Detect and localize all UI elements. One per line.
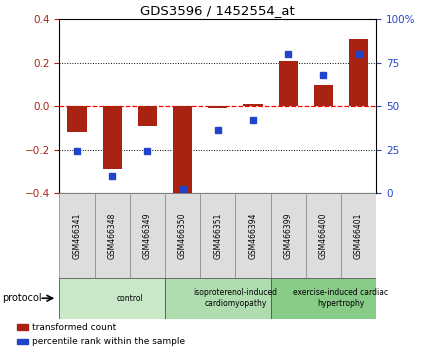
- Bar: [103, 106, 122, 169]
- Bar: [243, 104, 263, 106]
- Text: GSM466401: GSM466401: [354, 212, 363, 259]
- Text: GSM466399: GSM466399: [284, 212, 293, 259]
- FancyBboxPatch shape: [130, 193, 165, 278]
- Text: control: control: [117, 294, 143, 303]
- Text: transformed count: transformed count: [32, 323, 116, 332]
- FancyBboxPatch shape: [235, 193, 271, 278]
- Bar: [138, 106, 157, 126]
- FancyBboxPatch shape: [200, 193, 235, 278]
- Text: GSM466341: GSM466341: [73, 212, 81, 259]
- FancyBboxPatch shape: [271, 193, 306, 278]
- FancyBboxPatch shape: [341, 193, 376, 278]
- FancyBboxPatch shape: [165, 193, 200, 278]
- Bar: [349, 39, 368, 106]
- Bar: [67, 106, 87, 132]
- Bar: [314, 85, 333, 106]
- FancyBboxPatch shape: [165, 278, 271, 319]
- Text: GSM466349: GSM466349: [143, 212, 152, 259]
- Bar: [279, 61, 298, 106]
- Text: GSM466351: GSM466351: [213, 212, 222, 259]
- Bar: [173, 106, 192, 195]
- Text: exercise-induced cardiac
hypertrophy: exercise-induced cardiac hypertrophy: [293, 288, 389, 308]
- Text: GSM466394: GSM466394: [249, 212, 257, 259]
- Title: GDS3596 / 1452554_at: GDS3596 / 1452554_at: [140, 4, 295, 17]
- Bar: [17, 324, 28, 330]
- FancyBboxPatch shape: [306, 193, 341, 278]
- FancyBboxPatch shape: [271, 278, 376, 319]
- FancyBboxPatch shape: [95, 193, 130, 278]
- Text: percentile rank within the sample: percentile rank within the sample: [32, 337, 185, 346]
- Text: isoproterenol-induced
cardiomyopathy: isoproterenol-induced cardiomyopathy: [194, 288, 277, 308]
- Text: GSM466348: GSM466348: [108, 212, 117, 259]
- Text: GSM466400: GSM466400: [319, 212, 328, 259]
- Text: GSM466350: GSM466350: [178, 212, 187, 259]
- FancyBboxPatch shape: [59, 278, 165, 319]
- Bar: [17, 338, 28, 344]
- Text: protocol: protocol: [2, 293, 42, 303]
- FancyBboxPatch shape: [59, 193, 95, 278]
- Bar: [208, 106, 227, 108]
